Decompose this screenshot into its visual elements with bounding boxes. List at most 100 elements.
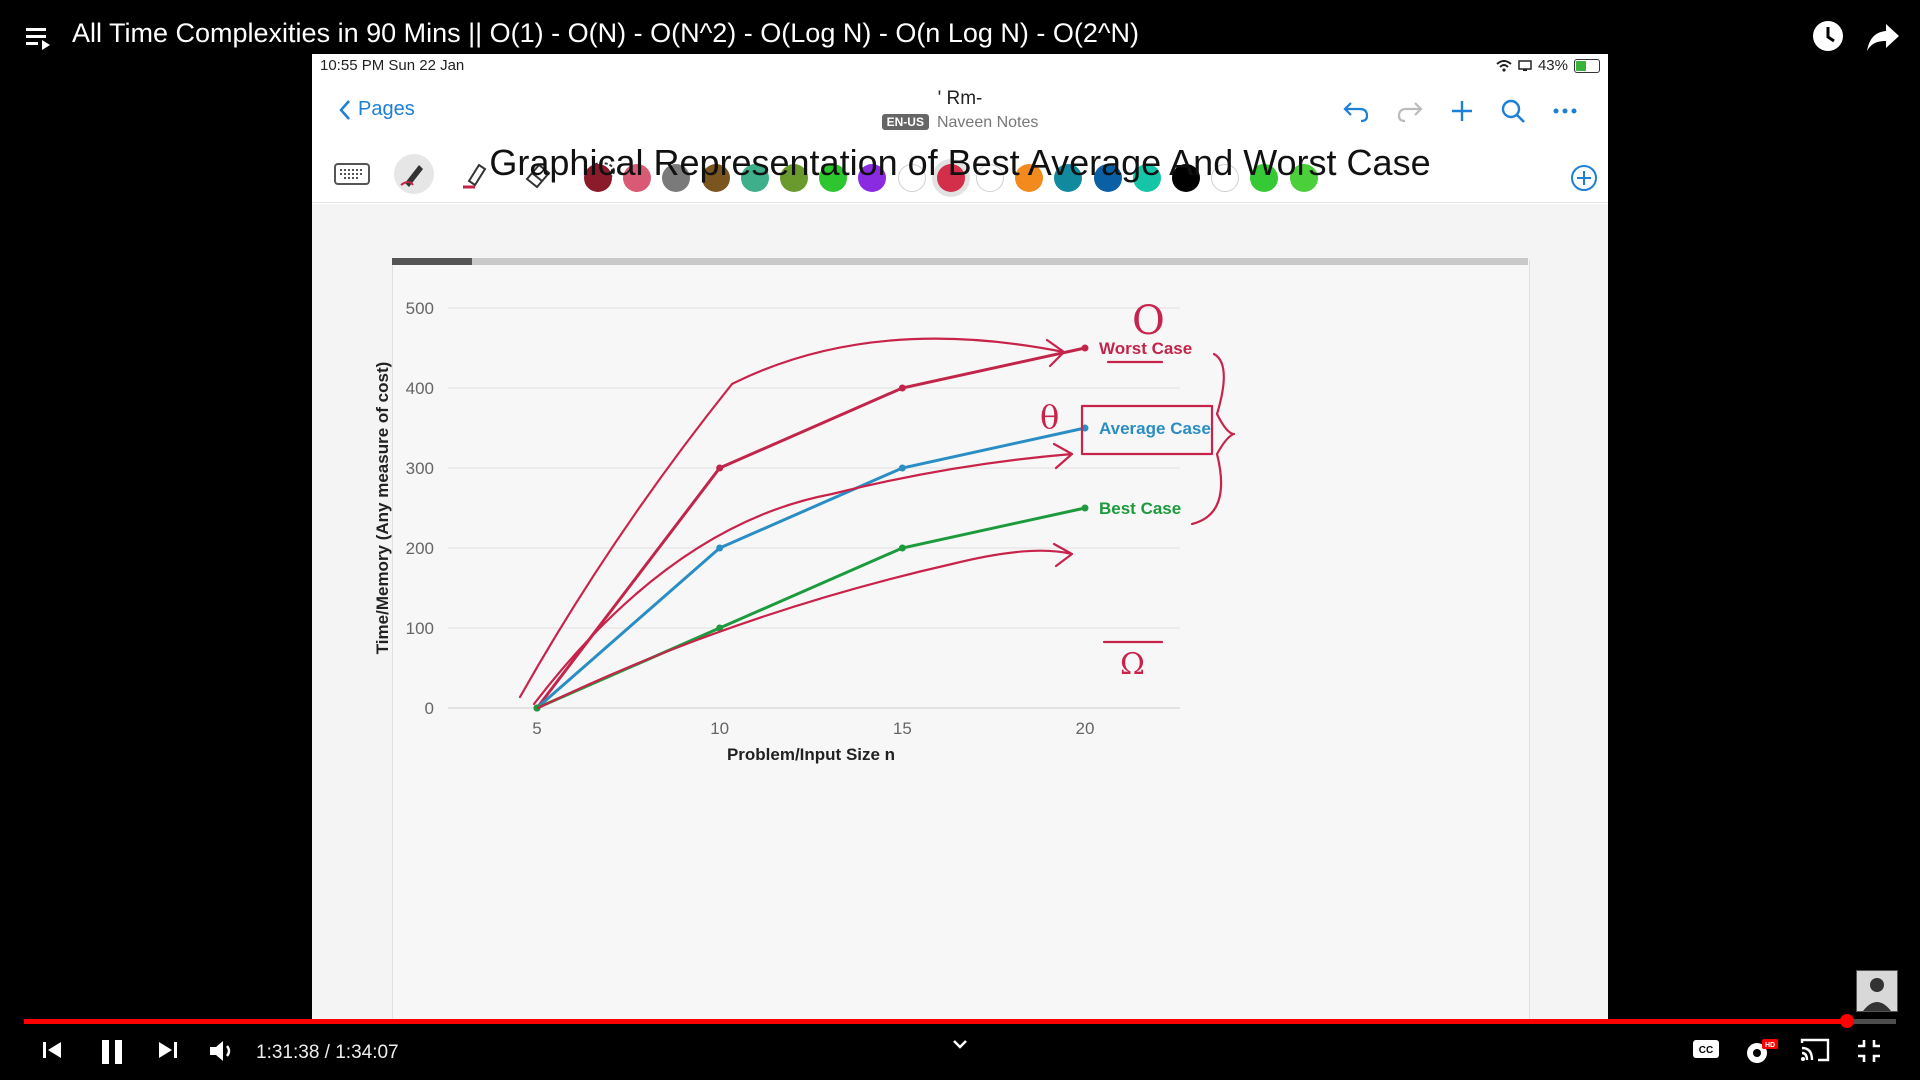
next-button[interactable] bbox=[156, 1038, 180, 1062]
pause-button[interactable] bbox=[98, 1038, 126, 1066]
highlighter-icon bbox=[463, 163, 487, 189]
data-point bbox=[1081, 504, 1089, 512]
pen-tool[interactable] bbox=[394, 154, 434, 194]
page-scroll-indicator bbox=[392, 258, 1528, 265]
redo-icon[interactable] bbox=[1396, 99, 1424, 123]
annotation-theta: θ bbox=[1040, 398, 1059, 436]
color-swatch[interactable] bbox=[897, 164, 926, 192]
notebook-name: Naveen Notes bbox=[936, 114, 1039, 131]
watch-later-icon[interactable] bbox=[1812, 20, 1844, 52]
notes-nav-bar: Pages ' Rm- EN-US Naveen Notes bbox=[312, 78, 1608, 140]
progress-played bbox=[24, 1019, 1848, 1024]
screen-mirror-icon bbox=[1518, 59, 1532, 71]
battery-percent: 43% bbox=[1537, 57, 1568, 74]
progress-bar[interactable] bbox=[24, 1014, 1896, 1028]
x-tick-label: 15 bbox=[893, 719, 912, 738]
previous-button[interactable] bbox=[40, 1038, 64, 1062]
page-scroll-thumb bbox=[392, 258, 472, 265]
color-swatch[interactable] bbox=[1250, 164, 1279, 192]
eraser-icon bbox=[525, 163, 551, 189]
slide-page bbox=[392, 260, 1530, 1020]
color-swatch[interactable] bbox=[780, 164, 808, 192]
exit-fullscreen-icon bbox=[1858, 1040, 1880, 1062]
time-display: 1:31:38 / 1:34:07 bbox=[256, 1042, 399, 1063]
color-swatch[interactable] bbox=[740, 164, 769, 192]
chevron-down-icon bbox=[953, 1040, 967, 1049]
data-point bbox=[898, 544, 906, 552]
captions-icon: CC bbox=[1693, 1040, 1719, 1058]
video-top-bar: All Time Complexities in 90 Mins || O(1)… bbox=[0, 0, 1920, 70]
eraser-tool[interactable] bbox=[518, 154, 558, 194]
channel-avatar[interactable] bbox=[1856, 970, 1898, 1012]
next-icon bbox=[159, 1042, 177, 1058]
ipad-status-bar: 10:55 PM Sun 22 Jan 43% bbox=[312, 54, 1608, 78]
y-tick-label: 0 bbox=[425, 699, 434, 718]
color-swatch[interactable] bbox=[623, 164, 652, 192]
y-tick-label: 300 bbox=[406, 459, 434, 478]
handwritten-average-arrow bbox=[532, 442, 1074, 706]
handwritten-underline bbox=[1102, 360, 1164, 644]
x-tick-label: 20 bbox=[1076, 719, 1095, 738]
document-subtitle: EN-US Naveen Notes bbox=[312, 114, 1608, 132]
person-icon bbox=[1863, 978, 1891, 1011]
cast-button[interactable] bbox=[1800, 1038, 1830, 1062]
color-swatch[interactable] bbox=[1211, 164, 1240, 192]
color-swatch[interactable] bbox=[858, 164, 887, 192]
handwritten-worst-arrow bbox=[518, 337, 1066, 699]
data-point bbox=[716, 544, 724, 552]
color-swatch[interactable] bbox=[1015, 164, 1044, 192]
note-page[interactable] bbox=[312, 204, 1608, 1020]
color-swatch[interactable] bbox=[819, 164, 848, 192]
expand-chevron[interactable] bbox=[950, 1038, 970, 1052]
captions-button[interactable]: CC bbox=[1692, 1038, 1720, 1060]
keyboard-tool[interactable] bbox=[332, 154, 372, 194]
search-icon[interactable] bbox=[1500, 98, 1526, 124]
more-icon[interactable] bbox=[1552, 107, 1578, 115]
back-pages-button[interactable]: Pages bbox=[338, 98, 415, 121]
drawing-toolbar bbox=[312, 142, 1608, 203]
color-swatch[interactable] bbox=[662, 164, 691, 192]
x-axis-label: Problem/Input Size n bbox=[727, 745, 895, 764]
color-swatch[interactable] bbox=[1093, 164, 1122, 192]
color-swatch[interactable] bbox=[1172, 164, 1200, 192]
color-swatch[interactable] bbox=[584, 164, 612, 192]
add-color-icon[interactable] bbox=[1570, 164, 1598, 192]
complexity-chart: 0 100 200 300 400 500 5 10 15 20 Problem/Input Siz… bbox=[373, 298, 1236, 764]
chevron-left-icon bbox=[339, 99, 350, 120]
data-point bbox=[898, 384, 906, 392]
cast-icon bbox=[1800, 1038, 1830, 1062]
pen-icon bbox=[400, 165, 423, 187]
chart-title: Graphical Representation of Best Average… bbox=[489, 142, 1431, 183]
video-title[interactable]: All Time Complexities in 90 Mins || O(1)… bbox=[72, 18, 1140, 48]
highlighter-tool[interactable] bbox=[456, 154, 496, 194]
share-icon[interactable] bbox=[1866, 22, 1900, 52]
svg-text:CC: CC bbox=[1699, 1045, 1713, 1056]
handwritten-box bbox=[1080, 404, 1214, 456]
undo-icon[interactable] bbox=[1342, 99, 1370, 123]
settings-gear-icon: HD bbox=[1747, 1039, 1778, 1063]
add-icon[interactable] bbox=[1450, 99, 1474, 123]
annotation-big-o: O bbox=[1132, 298, 1165, 344]
volume-button[interactable] bbox=[208, 1038, 236, 1064]
color-swatch[interactable] bbox=[1132, 164, 1161, 192]
document-title[interactable]: ' Rm- bbox=[937, 88, 983, 109]
exit-fullscreen-button[interactable] bbox=[1856, 1038, 1882, 1064]
settings-button[interactable]: HD bbox=[1744, 1038, 1780, 1066]
battery-icon bbox=[1574, 58, 1600, 73]
color-swatch[interactable] bbox=[1054, 164, 1083, 192]
y-tick-label: 400 bbox=[406, 379, 434, 398]
handwritten-best-arrow bbox=[536, 542, 1074, 710]
player-controls: 1:31:38 / 1:34:07 CC HD bbox=[0, 1030, 1920, 1080]
color-swatch[interactable] bbox=[1289, 164, 1318, 192]
progress-scrubber[interactable] bbox=[1840, 1014, 1855, 1028]
ipad-screen: 10:55 PM Sun 22 Jan 43% Pages ' Rm- EN-U… bbox=[312, 54, 1608, 1020]
color-swatch[interactable] bbox=[976, 164, 1004, 192]
previous-icon bbox=[43, 1042, 61, 1058]
color-swatch[interactable] bbox=[936, 164, 965, 192]
playlist-icon[interactable] bbox=[26, 26, 54, 50]
color-swatch[interactable] bbox=[701, 164, 730, 192]
y-tick-label: 500 bbox=[406, 299, 434, 318]
series-label: Best Case bbox=[1099, 499, 1181, 518]
pause-icon bbox=[102, 1040, 122, 1064]
data-point bbox=[716, 624, 724, 632]
